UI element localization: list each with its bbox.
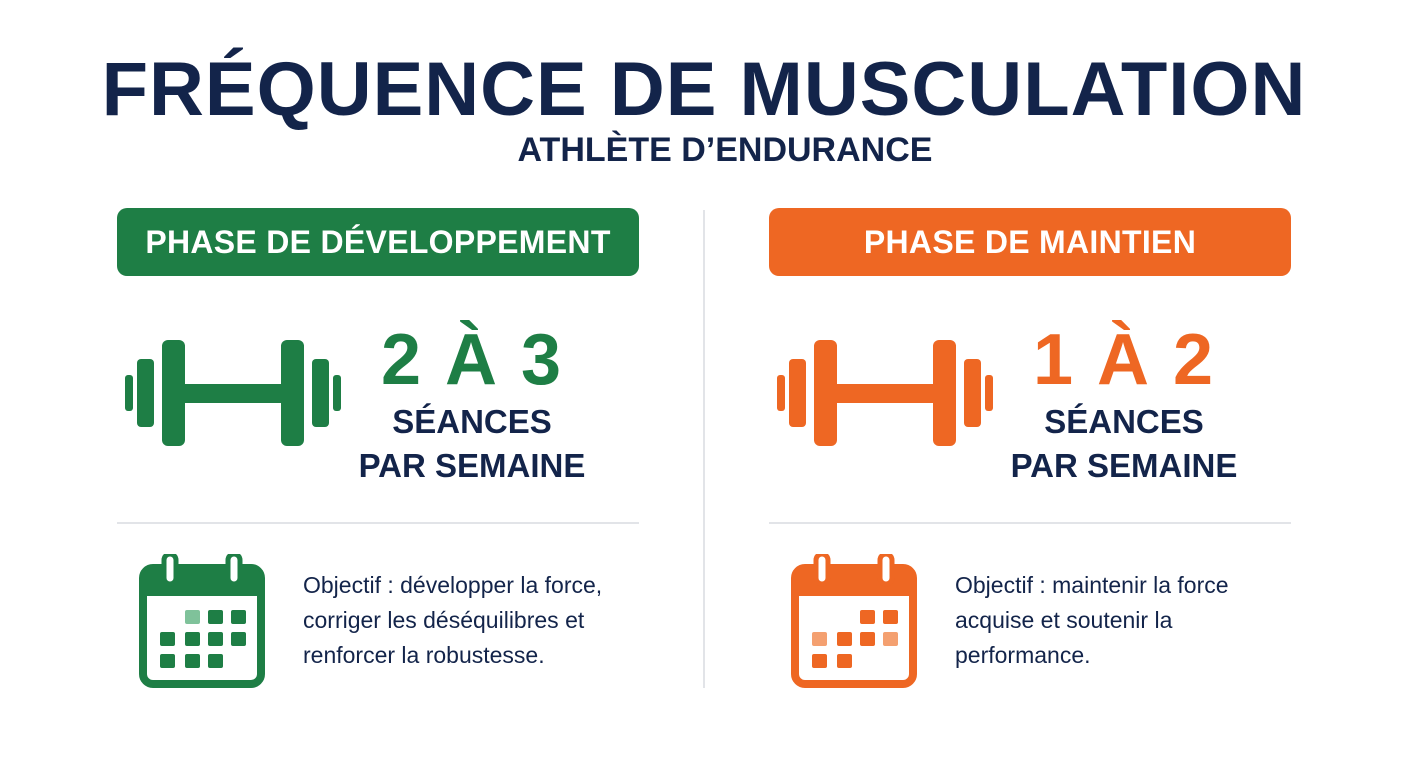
page-subtitle: ATHLÈTE D’ENDURANCE [517,131,933,169]
sessions-unit-line2: PAR SEMAINE [358,447,586,484]
sessions-unit-line1: SÉANCES [1044,403,1204,440]
phase-maintenance-banner: PHASE DE MAINTIEN [769,208,1291,276]
section-divider [117,522,639,524]
sessions-count: 1 À 2 [1032,320,1216,400]
section-divider [769,522,1291,524]
page-title: FRÉQUENCE DE MUSCULATION [101,47,1307,132]
dumbbell-icon [777,340,993,446]
phase-development-banner: PHASE DE DÉVELOPPEMENT [117,208,639,276]
dumbbell-icon [125,340,341,446]
calendar-icon [139,554,265,688]
phase-maintenance-card: PHASE DE MAINTIEN 1 À 2 SÉANCES PAR SEMA… [769,208,1291,698]
objective-text: Objectif : développer la force, corriger… [303,572,603,668]
sessions-count: 2 À 3 [380,320,564,400]
calendar-icon [791,554,917,688]
column-divider [703,210,705,688]
sessions-unit-line2: PAR SEMAINE [1010,447,1238,484]
sessions-unit: SÉANCES PAR SEMAINE [989,400,1259,488]
objective-text: Objectif : maintenir la force acquise et… [955,572,1229,668]
sessions-unit-line1: SÉANCES [392,403,552,440]
phase-development-card: PHASE DE DÉVELOPPEMENT 2 À 3 SÉANCES PAR… [117,208,639,698]
sessions-unit: SÉANCES PAR SEMAINE [337,400,607,488]
